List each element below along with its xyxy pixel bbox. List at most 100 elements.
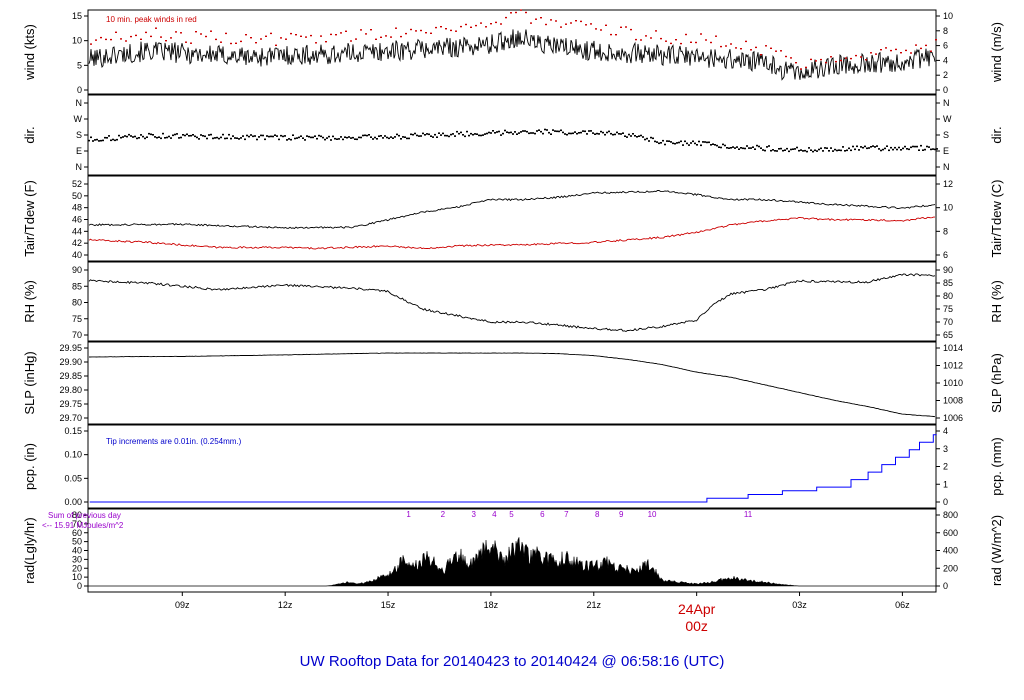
dir-series-wind-direction-deg--dot <box>866 147 868 150</box>
wind-series-10-min-peak-wind-dot <box>115 31 117 33</box>
rh-left-tick-label: 75 <box>72 314 82 324</box>
dir-series-wind-direction-deg--dot <box>286 139 288 141</box>
wind-series-10-min-peak-wind-dot <box>730 43 732 45</box>
dir-series-wind-direction-deg--dot <box>534 132 536 135</box>
dir-series-wind-direction-deg--dot <box>204 135 206 138</box>
dir-series-wind-direction-deg--dot <box>612 133 614 136</box>
wind-right-axis-label: wind (m/s) <box>989 22 1004 83</box>
wind-right-tick-label: 6 <box>943 41 948 51</box>
dir-series-wind-direction-deg--dot <box>388 137 390 140</box>
dir-series-wind-direction-deg--dot <box>712 143 714 145</box>
dir-series-wind-direction-deg--dot <box>420 135 422 137</box>
dir-series-wind-direction-deg--dot <box>696 144 698 146</box>
dir-series-wind-direction-deg--dot <box>822 150 824 152</box>
rad-hour-label: 9 <box>619 510 624 519</box>
chart-title: UW Rooftop Data for 20140423 to 20140424… <box>300 653 725 670</box>
wind-series-10-min-peak-wind-dot <box>265 35 267 37</box>
wind-series-10-min-peak-wind-dot <box>675 39 677 41</box>
wind-series-10-min-peak-wind-dot <box>600 29 602 31</box>
dir-series-wind-direction-deg--dot <box>196 136 198 139</box>
dir-series-wind-direction-deg--dot <box>568 132 570 135</box>
temp-left-tick-label: 52 <box>72 179 82 189</box>
wind-series-10-min-peak-wind-dot <box>575 20 577 22</box>
dir-series-wind-direction-deg--dot <box>592 132 594 134</box>
wind-annotation: 10 min. peak winds in red <box>106 15 197 24</box>
wind-series-10-min-peak-wind-dot <box>345 30 347 32</box>
dir-series-wind-direction-deg--dot <box>184 134 186 137</box>
dir-series-wind-direction-deg--dot <box>472 133 474 136</box>
dir-series-wind-direction-deg--dot <box>346 136 348 139</box>
dir-series-wind-direction-deg--dot <box>154 136 156 138</box>
wind-series-10-min-peak-wind-dot <box>885 47 887 49</box>
dir-series-wind-direction-deg--dot <box>244 138 246 141</box>
rad-left-tick-label: 0 <box>77 581 82 591</box>
dir-series-wind-direction-deg--dot <box>354 138 356 140</box>
wind-series-10-min-peak-wind-dot <box>590 23 592 25</box>
dir-series-wind-direction-deg--dot <box>214 137 216 139</box>
wind-series-10-min-peak-wind-dot <box>125 40 127 42</box>
x-date-label: 24Apr <box>678 601 716 617</box>
x-tick-label: 03z <box>792 600 807 610</box>
wind-series-10-min-peak-wind-dot <box>785 55 787 58</box>
dir-series-wind-direction-deg--dot <box>688 144 690 146</box>
wind-series-10-min-peak-wind-dot <box>580 20 582 23</box>
dir-series-wind-direction-deg--dot <box>676 142 678 144</box>
dir-series-wind-direction-deg--dot <box>412 133 414 136</box>
dir-series-wind-direction-deg--dot <box>192 134 194 136</box>
wind-series-10-min-peak-wind-dot <box>835 60 837 63</box>
pcp-right-tick-label: 3 <box>943 444 948 454</box>
wind-series-10-min-peak-wind-dot <box>160 36 162 38</box>
dir-series-wind-direction-deg--dot <box>932 148 934 150</box>
rad-right-tick-label: 400 <box>943 546 958 556</box>
dir-series-wind-direction-deg--dot <box>132 136 134 138</box>
wind-series-10-min-peak-wind-dot <box>135 34 137 37</box>
rad-hour-label: 7 <box>564 510 569 519</box>
wind-series-10-min-peak-wind-dot <box>890 49 892 52</box>
rad-hour-label: 6 <box>540 510 545 519</box>
wind-series-10-min-peak-wind-dot <box>935 39 937 41</box>
dir-series-wind-direction-deg--dot <box>924 148 926 151</box>
wind-series-10-min-peak-wind-dot <box>465 23 467 26</box>
wind-right-tick-label: 0 <box>943 85 948 95</box>
dir-series-wind-direction-deg--dot <box>614 133 616 136</box>
dir-series-wind-direction-deg--dot <box>832 150 834 152</box>
x-tick-label: 15z <box>381 600 396 610</box>
wind-series-10-min-peak-wind-dot <box>315 42 317 44</box>
dir-series-wind-direction-deg--dot <box>226 137 228 140</box>
dir-series-wind-direction-deg--dot <box>222 133 224 136</box>
dir-series-wind-direction-deg--dot <box>172 134 174 137</box>
dir-series-wind-direction-deg--dot <box>446 134 448 137</box>
dir-series-wind-direction-deg--dot <box>452 133 454 135</box>
dir-series-wind-direction-deg--dot <box>734 147 736 149</box>
dir-series-wind-direction-deg--dot <box>846 149 848 152</box>
dir-series-wind-direction-deg--dot <box>284 135 286 137</box>
dir-series-wind-direction-deg--dot <box>396 133 398 136</box>
wind-series-10-min-peak-wind-dot <box>520 9 522 11</box>
wind-series-10-min-peak-wind-dot <box>410 28 412 31</box>
dir-series-wind-direction-deg--dot <box>856 145 858 148</box>
pcp-right-tick-label: 1 <box>943 479 948 489</box>
wind-series-10-min-peak-wind-dot <box>545 23 547 26</box>
dir-series-wind-direction-deg--dot <box>450 133 452 136</box>
dir-series-wind-direction-deg--dot <box>212 137 214 140</box>
wind-series-10-min-peak-wind-dot <box>225 32 227 35</box>
wind-series-10-min-peak-wind-dot <box>380 36 382 38</box>
dir-series-wind-direction-deg--dot <box>884 147 886 150</box>
dir-series-wind-direction-deg--dot <box>376 138 378 140</box>
temp-right-tick-label: 8 <box>943 226 948 236</box>
dir-series-wind-direction-deg--dot <box>462 134 464 136</box>
dir-series-wind-direction-deg--dot <box>494 132 496 134</box>
dir-series-wind-direction-deg--dot <box>160 137 162 140</box>
dir-series-wind-direction-deg--dot <box>552 129 554 131</box>
dir-series-wind-direction-deg- <box>88 128 938 153</box>
wind-series-10-min-peak-wind-dot <box>310 34 312 37</box>
dir-series-wind-direction-deg--dot <box>800 149 802 151</box>
dir-series-wind-direction-deg--dot <box>886 145 888 147</box>
dir-series-wind-direction-deg--dot <box>392 137 394 139</box>
dir-series-wind-direction-deg--dot <box>186 133 188 136</box>
dir-series-wind-direction-deg--dot <box>384 135 386 137</box>
dir-series-wind-direction-deg--dot <box>590 130 592 132</box>
rad-hour-label: 5 <box>509 510 514 519</box>
dir-series-wind-direction-deg--dot <box>724 144 726 147</box>
dir-series-wind-direction-deg--dot <box>732 146 734 148</box>
